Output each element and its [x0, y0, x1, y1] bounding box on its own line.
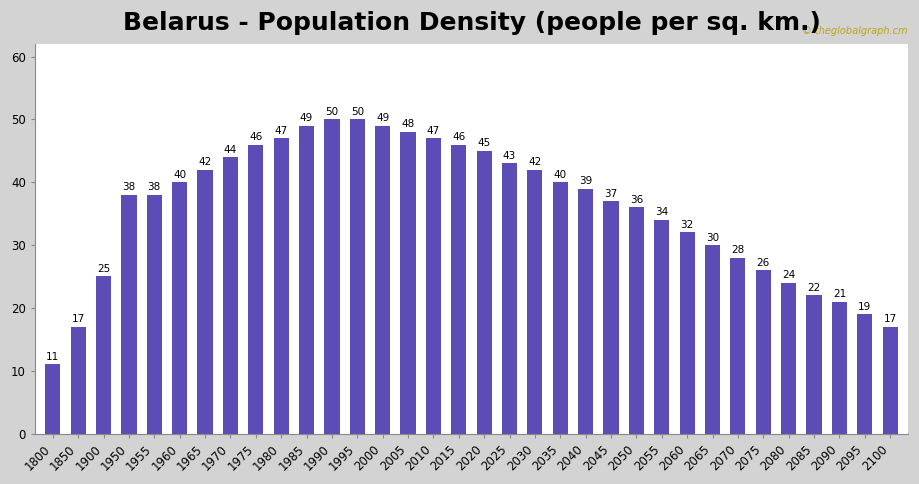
Text: 42: 42 — [528, 157, 541, 167]
Bar — [552, 182, 568, 434]
Bar — [45, 364, 61, 434]
Bar — [349, 120, 365, 434]
Text: 50: 50 — [351, 107, 364, 117]
Bar — [502, 164, 517, 434]
Bar — [882, 327, 898, 434]
Bar — [806, 295, 822, 434]
Text: 37: 37 — [605, 189, 618, 198]
Bar — [604, 201, 618, 434]
Bar — [731, 257, 745, 434]
Bar — [375, 126, 391, 434]
Text: 17: 17 — [883, 314, 897, 324]
Text: 45: 45 — [478, 138, 491, 148]
Text: 48: 48 — [402, 120, 414, 129]
Bar — [654, 220, 669, 434]
Text: 46: 46 — [452, 132, 465, 142]
Bar — [222, 157, 238, 434]
Text: 36: 36 — [630, 195, 643, 205]
Text: 19: 19 — [858, 302, 871, 312]
Bar — [274, 138, 289, 434]
Text: 28: 28 — [732, 245, 744, 255]
Text: 44: 44 — [223, 145, 237, 154]
Bar — [755, 270, 771, 434]
Bar — [578, 188, 594, 434]
Text: 38: 38 — [148, 182, 161, 192]
Text: 30: 30 — [706, 232, 719, 242]
Text: 34: 34 — [655, 208, 668, 217]
Bar — [121, 195, 137, 434]
Text: 26: 26 — [756, 257, 770, 268]
Bar — [147, 195, 162, 434]
Text: 46: 46 — [249, 132, 263, 142]
Title: Belarus - Population Density (people per sq. km.): Belarus - Population Density (people per… — [122, 11, 821, 35]
Text: 40: 40 — [554, 170, 567, 180]
Text: 43: 43 — [503, 151, 516, 161]
Bar — [299, 126, 314, 434]
Text: 17: 17 — [72, 314, 85, 324]
Text: © theglobalgraph.cm: © theglobalgraph.cm — [802, 26, 908, 36]
Text: 39: 39 — [579, 176, 592, 186]
Bar — [96, 276, 111, 434]
Bar — [324, 120, 339, 434]
Bar — [781, 283, 796, 434]
Bar — [705, 245, 720, 434]
Text: 47: 47 — [275, 126, 288, 136]
Bar — [528, 170, 542, 434]
Text: 21: 21 — [833, 289, 846, 299]
Bar — [477, 151, 492, 434]
Text: 11: 11 — [46, 352, 60, 362]
Bar — [629, 207, 644, 434]
Bar — [679, 232, 695, 434]
Text: 40: 40 — [173, 170, 187, 180]
Bar — [401, 132, 415, 434]
Text: 22: 22 — [808, 283, 821, 293]
Bar — [71, 327, 85, 434]
Bar — [425, 138, 441, 434]
Bar — [198, 170, 212, 434]
Bar — [451, 145, 466, 434]
Bar — [248, 145, 264, 434]
Text: 24: 24 — [782, 270, 795, 280]
Text: 49: 49 — [300, 113, 313, 123]
Text: 50: 50 — [325, 107, 338, 117]
Bar — [832, 302, 847, 434]
Text: 25: 25 — [96, 264, 110, 274]
Bar — [172, 182, 187, 434]
Text: 42: 42 — [199, 157, 211, 167]
Text: 47: 47 — [426, 126, 440, 136]
Bar — [857, 314, 872, 434]
Text: 32: 32 — [680, 220, 694, 230]
Text: 38: 38 — [122, 182, 135, 192]
Text: 49: 49 — [376, 113, 390, 123]
